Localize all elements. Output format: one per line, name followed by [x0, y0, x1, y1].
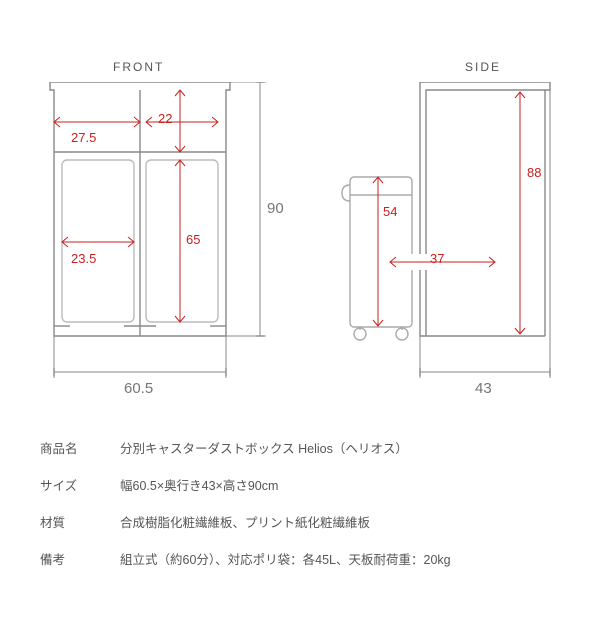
- dim-22: 22: [158, 111, 172, 126]
- dim-90: 90: [267, 200, 284, 217]
- dim-23-5: 23.5: [71, 251, 96, 266]
- dim-88: 88: [527, 165, 541, 180]
- spec-row: 材質 合成樹脂化粧繊維板、プリント紙化粧繊維板: [40, 512, 560, 531]
- spec-label: 商品名: [40, 438, 120, 457]
- spec-value: 幅60.5×奥行き43×高さ90cm: [120, 475, 560, 494]
- spec-value: 組立式（約60分）、対応ポリ袋：各45L、天板耐荷重：20kg: [120, 549, 560, 568]
- spec-label: 備考: [40, 549, 120, 568]
- spec-value: 合成樹脂化粧繊維板、プリント紙化粧繊維板: [120, 512, 560, 531]
- spec-row: サイズ 幅60.5×奥行き43×高さ90cm: [40, 475, 560, 494]
- side-dim-37-overlay: [320, 82, 590, 412]
- spec-label: 材質: [40, 512, 120, 531]
- dim-65: 65: [186, 232, 200, 247]
- dim-27-5: 27.5: [71, 130, 96, 145]
- spec-row: 商品名 分別キャスターダストボックス Helios（ヘリオス）: [40, 438, 560, 457]
- spec-value: 分別キャスターダストボックス Helios（ヘリオス）: [120, 438, 560, 457]
- dim-43: 43: [475, 380, 492, 397]
- spec-label: サイズ: [40, 475, 120, 494]
- front-title: FRONT: [113, 60, 164, 74]
- side-title: SIDE: [465, 60, 501, 74]
- spec-row: 備考 組立式（約60分）、対応ポリ袋：各45L、天板耐荷重：20kg: [40, 549, 560, 568]
- spec-table: 商品名 分別キャスターダストボックス Helios（ヘリオス） サイズ 幅60.…: [40, 438, 560, 586]
- dim-54: 54: [383, 204, 397, 219]
- dim-60-5: 60.5: [124, 380, 153, 397]
- dim-37: 37: [430, 251, 444, 266]
